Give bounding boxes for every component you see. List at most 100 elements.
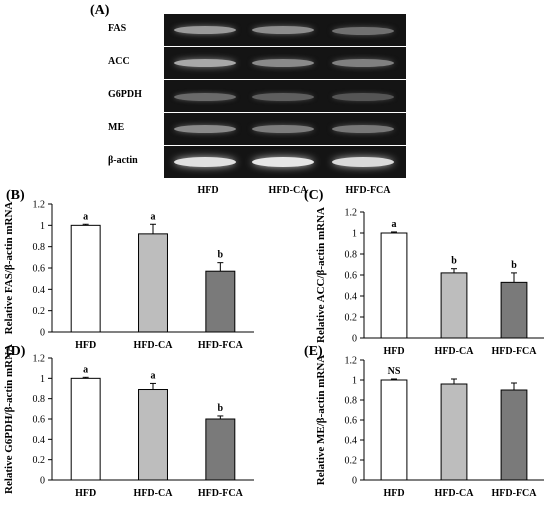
- gel-strip-beta-actin: [164, 146, 406, 178]
- gel-band: [252, 157, 314, 167]
- y-tick-label: 1.2: [33, 200, 46, 211]
- y-tick-label: 0.4: [345, 436, 358, 447]
- gel-band: [252, 59, 314, 67]
- y-tick-label: 0.2: [33, 306, 46, 317]
- gel-band: [174, 26, 236, 34]
- gel-strip-acc: [164, 47, 406, 79]
- gel-strip-fas: [164, 14, 406, 46]
- x-tick-label: HFD-CA: [134, 488, 174, 499]
- y-axis-label: Relative FAS/β-actin mRNA: [3, 202, 15, 335]
- y-tick-label: 0.4: [33, 285, 46, 296]
- y-tick-label: 0.6: [33, 264, 46, 275]
- bar: [500, 389, 528, 481]
- y-tick-label: 0.8: [33, 394, 46, 405]
- y-tick-label: 1: [352, 376, 357, 387]
- panel-label-d: (D): [6, 344, 26, 359]
- y-tick-label: 0.8: [345, 250, 358, 261]
- x-tick-label: HFD: [383, 346, 404, 357]
- y-tick-label: 0.2: [345, 456, 358, 467]
- gel-label-g6pdh: G6PDH: [108, 89, 142, 100]
- gel-band: [332, 125, 394, 133]
- gel-band: [174, 93, 236, 101]
- x-tick-label: HFD-CA: [435, 488, 475, 499]
- gel-band: [174, 59, 236, 67]
- gel-band: [174, 157, 236, 167]
- significance-label: b: [451, 256, 457, 267]
- y-tick-label: 1: [40, 221, 45, 232]
- panel-label-c: (C): [304, 188, 324, 203]
- y-tick-label: 0: [352, 334, 357, 345]
- significance-label: a: [83, 211, 88, 222]
- panel-label-b: (B): [6, 188, 25, 203]
- bar: [138, 389, 168, 481]
- x-tick-label: HFD: [75, 340, 96, 351]
- gel-label-acc: ACC: [108, 56, 130, 67]
- bar: [380, 379, 408, 481]
- x-tick-label: HFD-FCA: [198, 340, 244, 351]
- significance-label: a: [151, 370, 156, 381]
- gel-band: [332, 27, 394, 35]
- y-tick-label: 0.4: [345, 292, 358, 303]
- y-tick-label: 1: [40, 374, 45, 385]
- y-tick-label: 0.8: [33, 242, 46, 253]
- gel-band: [252, 26, 314, 34]
- y-tick-label: 0: [40, 328, 45, 339]
- significance-label: a: [151, 211, 156, 222]
- bar: [70, 224, 101, 333]
- gel-strip-g6pdh: [164, 80, 406, 112]
- gel-strip-me: [164, 113, 406, 145]
- y-tick-label: 0.4: [33, 435, 46, 446]
- bar: [205, 418, 236, 481]
- gel-lane-hfd: HFD: [197, 185, 219, 196]
- y-tick-label: 0.6: [33, 415, 46, 426]
- gel-band: [332, 59, 394, 67]
- significance-label: b: [511, 260, 517, 271]
- y-tick-label: 1: [352, 229, 357, 240]
- x-tick-label: HFD-CA: [134, 340, 174, 351]
- gel-band: [332, 93, 394, 101]
- gel-band: [252, 125, 314, 133]
- y-axis-label: Relative ME/β-actin mRNA: [315, 355, 327, 485]
- x-tick-label: HFD-FCA: [198, 488, 244, 499]
- y-tick-label: 1.2: [345, 208, 358, 219]
- y-tick-label: 0.6: [345, 271, 358, 282]
- x-tick-label: HFD-FCA: [492, 488, 538, 499]
- significance-label: NS: [388, 366, 401, 377]
- gel-lane-hfd-fca: HFD-FCA: [345, 185, 391, 196]
- y-tick-label: 1.2: [33, 354, 46, 365]
- y-tick-label: 0.8: [345, 396, 358, 407]
- bar: [70, 377, 101, 481]
- y-tick-label: 0: [40, 476, 45, 487]
- gel-label-fas: FAS: [108, 23, 127, 34]
- x-tick-label: HFD-CA: [435, 346, 475, 357]
- y-tick-label: 0.2: [33, 455, 46, 466]
- y-tick-label: 0: [352, 476, 357, 487]
- significance-label: a: [83, 364, 88, 375]
- bar: [500, 281, 528, 339]
- x-tick-label: HFD: [75, 488, 96, 499]
- bar: [138, 233, 168, 333]
- significance-label: b: [218, 250, 224, 261]
- y-axis-label: Relative ACC/β-actin mRNA: [315, 207, 327, 343]
- gel-band: [332, 157, 394, 167]
- x-tick-label: HFD-FCA: [492, 346, 538, 357]
- x-tick-label: HFD: [383, 488, 404, 499]
- y-tick-label: 0.2: [345, 313, 358, 324]
- gel-band: [252, 93, 314, 101]
- bar: [380, 232, 408, 339]
- gel-label-me: ME: [108, 122, 125, 133]
- bar: [440, 383, 468, 481]
- bar: [205, 270, 236, 333]
- y-tick-label: 1.2: [345, 356, 358, 367]
- gel-lane-hfd-ca: HFD-CA: [268, 185, 308, 196]
- panel-label-a: (A): [90, 3, 110, 18]
- significance-label: a: [392, 219, 397, 230]
- gel-label-beta-actin: β-actin: [108, 155, 138, 166]
- panel-label-e: (E): [304, 344, 323, 359]
- significance-label: b: [218, 403, 224, 414]
- y-axis-label: Relative G6PDH/β-actin mRNA: [3, 344, 15, 494]
